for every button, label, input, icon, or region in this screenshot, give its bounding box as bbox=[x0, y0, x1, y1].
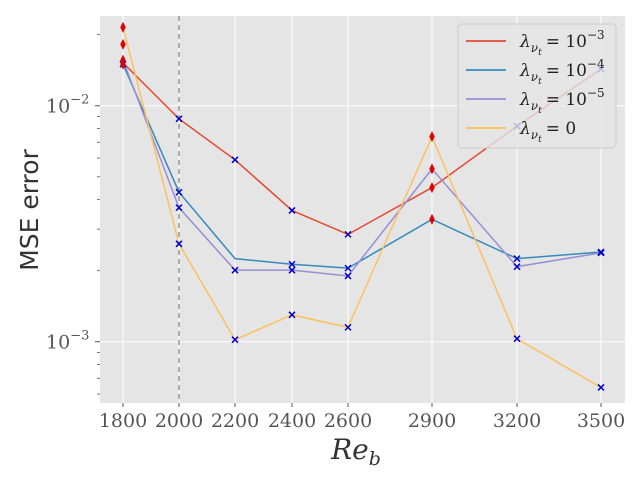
diamond-marker bbox=[429, 163, 435, 175]
cross-marker bbox=[513, 335, 521, 343]
x-tick-label: 2900 bbox=[408, 410, 456, 432]
legend-nu: ν bbox=[531, 99, 538, 113]
cross-marker bbox=[513, 255, 521, 263]
legend-lambda: λ bbox=[519, 90, 531, 110]
y-tick-label: 10−2 bbox=[46, 93, 89, 118]
cross-marker bbox=[175, 204, 183, 212]
x-tick-label: 3500 bbox=[577, 410, 625, 432]
legend-exponent: −4 bbox=[587, 57, 605, 71]
x-tick-label: 2000 bbox=[155, 410, 203, 432]
x-tick-label: 1800 bbox=[99, 410, 147, 432]
x-axis-label-main: Re bbox=[330, 433, 369, 466]
legend-value: = 10 bbox=[546, 90, 587, 110]
legend-value: = 10 bbox=[546, 32, 587, 52]
diamond-marker bbox=[120, 21, 126, 33]
cross-marker bbox=[288, 311, 296, 319]
cross-marker bbox=[231, 266, 239, 274]
y-tick-base: 10 bbox=[46, 96, 70, 118]
legend-lambda: λ bbox=[519, 61, 531, 81]
cross-marker bbox=[513, 263, 521, 271]
diamond-marker bbox=[429, 182, 435, 194]
y-tick-labels: 10−210−3 bbox=[46, 93, 100, 354]
cross-marker bbox=[288, 260, 296, 268]
legend-label-2: λνt = 10−5 bbox=[519, 86, 605, 116]
legend-value: = 0 bbox=[546, 119, 576, 139]
cross-marker bbox=[344, 272, 352, 280]
diamond-marker bbox=[429, 131, 435, 143]
legend-label-1: λνt = 10−4 bbox=[519, 57, 605, 87]
series-line-3 bbox=[122, 27, 602, 389]
x-tick-label: 2200 bbox=[211, 410, 259, 432]
cross-marker bbox=[231, 336, 239, 344]
x-tick-label: 2600 bbox=[324, 410, 372, 432]
legend-nu: ν bbox=[531, 41, 538, 55]
x-tick-labels: 1800 2000 2200 2400 2600 2900 3200 3500 bbox=[99, 403, 625, 432]
x-axis-label-sub: b bbox=[369, 448, 381, 470]
legend-t: t bbox=[538, 48, 542, 58]
series-line-1 bbox=[122, 63, 602, 269]
y-tick-exponent: −3 bbox=[70, 329, 89, 344]
diamond-marker bbox=[120, 58, 126, 70]
cross-marker bbox=[175, 240, 183, 248]
legend-lambda: λ bbox=[519, 119, 531, 139]
diamond-marker bbox=[429, 213, 435, 225]
legend-label-0: λνt = 10−3 bbox=[519, 28, 605, 58]
cross-marker bbox=[597, 383, 605, 391]
cross-marker bbox=[597, 249, 605, 257]
x-tick-label: 2400 bbox=[268, 410, 316, 432]
legend-box bbox=[457, 23, 617, 149]
cross-marker bbox=[344, 323, 352, 331]
cross-marker bbox=[231, 156, 239, 164]
y-axis-label: MSE error bbox=[15, 148, 44, 270]
cross-marker bbox=[175, 115, 183, 123]
legend-t: t bbox=[538, 77, 542, 87]
legend-lambda: λ bbox=[519, 32, 531, 52]
y-tick-exponent: −2 bbox=[70, 93, 89, 108]
legend-exponent: −3 bbox=[587, 28, 605, 42]
cross-marker bbox=[344, 264, 352, 272]
legend-nu: ν bbox=[531, 70, 538, 84]
cross-marker bbox=[175, 188, 183, 196]
series-line-2 bbox=[122, 59, 602, 277]
x-axis-label: Reb bbox=[330, 433, 381, 470]
legend-exponent: −5 bbox=[587, 86, 605, 100]
minor-ticks bbox=[97, 34, 100, 395]
legend-label-3: λνt = 0 bbox=[519, 119, 576, 145]
cross-marker bbox=[344, 230, 352, 238]
legend-value: = 10 bbox=[546, 61, 587, 81]
markers bbox=[119, 21, 605, 391]
cross-marker bbox=[288, 266, 296, 274]
cross-marker bbox=[288, 206, 296, 214]
legend-t: t bbox=[538, 135, 542, 145]
legend-t: t bbox=[538, 106, 542, 116]
x-tick-label: 3200 bbox=[493, 410, 541, 432]
diamond-marker bbox=[120, 38, 126, 50]
y-tick-label: 10−3 bbox=[46, 329, 89, 354]
y-tick-base: 10 bbox=[46, 332, 70, 354]
legend-nu: ν bbox=[531, 128, 538, 142]
